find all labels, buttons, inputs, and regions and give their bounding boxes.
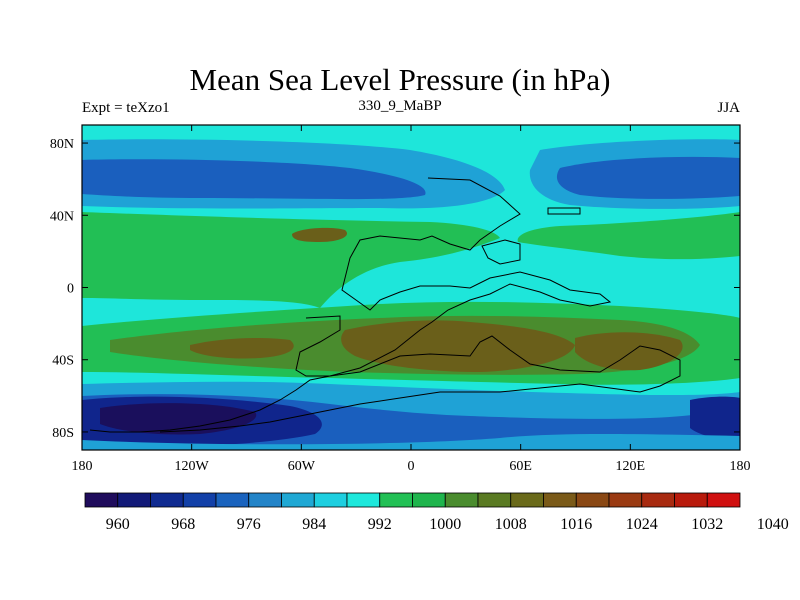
colorbar-swatch	[215, 492, 250, 508]
colorbar-swatch	[281, 492, 315, 508]
polar-band-south	[82, 434, 740, 450]
colorbar-swatch	[608, 492, 643, 508]
colorbar-label: 1024	[626, 516, 658, 533]
high-band-north-east	[517, 212, 740, 260]
colorbar-swatch	[477, 492, 512, 508]
experiment-label: Expt = teXzo1	[82, 100, 170, 116]
low-core-north-pacific	[556, 156, 740, 199]
lat-tick-label: 0	[67, 282, 74, 297]
colorbar-swatch	[379, 492, 413, 508]
high-cell-north	[292, 227, 348, 242]
lon-tick-label: 60E	[509, 459, 532, 474]
time-period-label: 330_9_MaBP	[358, 98, 442, 114]
colorbar-label: 1000	[429, 516, 461, 533]
colorbar-label: 984	[302, 516, 326, 533]
colorbar-swatch	[117, 492, 151, 508]
colorbar-label: 960	[106, 516, 130, 533]
continent-outline-north	[89, 177, 612, 433]
high-cell-south-west	[190, 337, 294, 359]
high-cell-south-indian	[575, 332, 683, 371]
coastlines	[89, 177, 681, 433]
lon-tick-label: 60W	[288, 459, 316, 474]
colorbar-swatch	[543, 492, 577, 508]
island-outline	[547, 207, 581, 215]
high-band-north	[82, 212, 500, 308]
high-cell-south-atlantic	[341, 320, 575, 372]
colorbar-label: 1040	[757, 516, 789, 533]
colorbar-swatch	[182, 492, 217, 508]
colorbar: 960 968 976 984 992 1000 1008 1016 1024 1032 1040	[84, 492, 789, 533]
colorbar-label: 1016	[560, 516, 592, 533]
lat-tick-label: 80N	[50, 137, 74, 152]
peninsula-outline	[481, 239, 521, 265]
colorbar-label: 1032	[691, 516, 723, 533]
colorbar-swatch	[444, 492, 479, 508]
lat-tick-label: 40N	[50, 209, 74, 224]
season-label: JJA	[717, 100, 740, 116]
plot-title: Mean Sea Level Pressure (in hPa)	[189, 62, 611, 97]
lon-tick-label: 120E	[616, 459, 646, 474]
colorbar-swatch	[575, 492, 610, 508]
colorbar-label: 968	[171, 516, 195, 533]
colorbar-label: 1008	[495, 516, 527, 533]
lon-tick-label: 180	[72, 459, 93, 474]
colorbar-swatch	[248, 492, 282, 508]
pressure-field	[82, 125, 740, 450]
colorbar-label: 976	[237, 516, 261, 533]
lon-tick-label: 120W	[175, 459, 210, 474]
low-center-south-pacific	[100, 403, 257, 435]
continent-outline-south	[159, 315, 681, 433]
latitude-axis: 80N 40N 0 40S 80S	[50, 137, 740, 441]
colorbar-label: 992	[368, 516, 392, 533]
colorbar-swatch	[150, 492, 184, 508]
lat-tick-label: 40S	[52, 354, 74, 369]
colorbar-swatch	[84, 492, 119, 508]
lon-tick-label: 180	[730, 459, 751, 474]
colorbar-swatch	[313, 492, 348, 508]
colorbar-swatch	[346, 492, 381, 508]
low-core-north-atlantic	[82, 159, 426, 200]
longitude-axis: 180 120W 60W 0 60E 120E 180	[72, 125, 751, 474]
colorbar-swatch	[641, 492, 675, 508]
lon-tick-label: 0	[408, 459, 415, 474]
low-band-south-east	[690, 396, 740, 440]
colorbar-swatch	[510, 492, 544, 508]
colorbar-swatch	[674, 492, 708, 508]
colorbar-swatch	[412, 492, 446, 508]
lat-tick-label: 80S	[52, 426, 74, 441]
colorbar-swatch	[706, 492, 741, 508]
